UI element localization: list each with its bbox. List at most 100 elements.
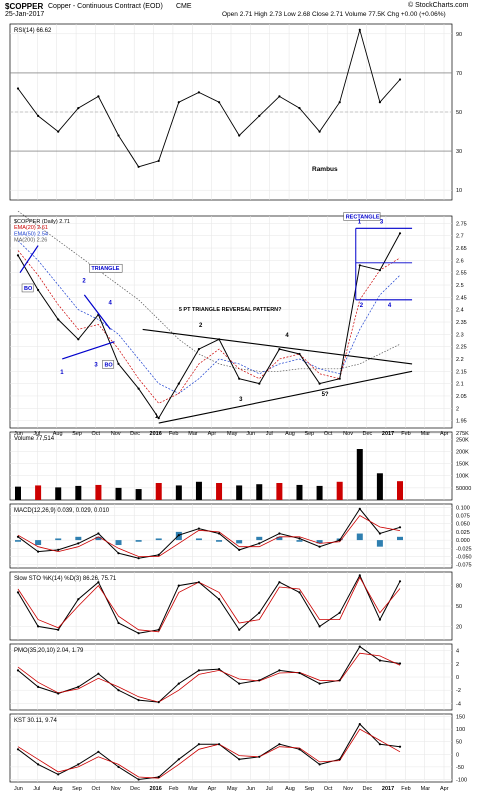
- volume-bar-8: [175, 485, 182, 500]
- kst-tick-label: 50: [456, 740, 462, 746]
- month-label: Nov: [111, 786, 121, 792]
- month-label: Apr: [208, 431, 217, 437]
- volume-tick-label: 275K: [456, 431, 469, 437]
- volume-bar-3: [75, 485, 82, 500]
- sto-point-5: [117, 621, 120, 625]
- price-tick-label: 2.7: [456, 234, 464, 240]
- macd-point-9: [197, 527, 200, 530]
- triangle-upper-trendline: [142, 328, 413, 365]
- price-tick-label: 2.3: [456, 332, 464, 338]
- sto-point-17: [358, 574, 361, 577]
- month-label: Mar: [421, 431, 431, 437]
- pmo-tick-label: -4: [456, 701, 461, 707]
- rsi-point-19: [398, 78, 402, 81]
- month-label: Dec: [130, 786, 140, 792]
- macd-histogram-bar-12: [256, 536, 263, 541]
- price-point-19: [398, 232, 402, 235]
- kst-point-0: [16, 748, 20, 751]
- sto-point-6: [137, 632, 140, 635]
- macd-point-14: [298, 537, 301, 540]
- pmo-point-7: [157, 701, 160, 704]
- sto-point-16: [338, 611, 341, 614]
- month-label: Mar: [188, 786, 198, 792]
- rsi-point-3: [77, 107, 80, 110]
- kst-point-3: [77, 763, 80, 766]
- pmo-point-1: [37, 685, 40, 689]
- price-point-1: [37, 288, 40, 292]
- pmo-point-12: [258, 679, 261, 682]
- rsi-point-5: [117, 134, 120, 137]
- macd-point-5: [117, 552, 120, 555]
- pmo-point-0: [16, 669, 20, 672]
- macd-histogram-bar-4: [95, 536, 102, 541]
- macd-histogram-bar-1: [35, 540, 42, 546]
- macd-histogram-bar-18: [376, 540, 383, 547]
- sto-point-11: [238, 628, 241, 631]
- pmo-tick-label: 2: [456, 662, 459, 668]
- price-point-8: [177, 382, 180, 385]
- volume-tick-label: 100K: [456, 474, 469, 480]
- macd-point-12: [258, 542, 261, 545]
- month-label: May: [227, 431, 238, 437]
- exchange: CME: [176, 3, 192, 10]
- rectangle-point-2: 2: [360, 303, 364, 309]
- price-tick-label: 2.05: [456, 394, 467, 400]
- month-label: Jun: [14, 431, 23, 437]
- pmo-point-8: [177, 682, 180, 685]
- bo-label-2: BO: [104, 362, 113, 368]
- pattern-point-4: 4: [285, 333, 289, 339]
- rsi-point-4: [97, 95, 100, 98]
- price-point-16: [338, 377, 341, 380]
- pmo-point-5: [117, 689, 120, 692]
- month-label: Dec: [363, 431, 373, 437]
- rectangle-point-1: 1: [358, 219, 362, 225]
- kst-point-12: [258, 755, 261, 758]
- month-label: Sep: [72, 786, 82, 792]
- triangle-label: TRIANGLE: [91, 266, 119, 272]
- month-label: Apr: [208, 786, 217, 792]
- volume-label: Volume 77,514: [14, 436, 55, 442]
- kst-point-1: [37, 763, 40, 766]
- pmo-tick-label: 0: [456, 675, 459, 681]
- macd-point-2: [57, 548, 60, 552]
- volume-bar-19: [397, 481, 403, 500]
- ma200-line: [17, 210, 401, 372]
- sto-point-18: [378, 618, 381, 621]
- macd-histogram-bar-0: [15, 540, 21, 542]
- volume-bar-1: [35, 485, 42, 500]
- sto-point-12: [258, 611, 261, 614]
- rsi-tick-label: 90: [456, 32, 462, 38]
- rsi-point-11: [238, 134, 241, 137]
- month-label: Sep: [72, 431, 82, 437]
- sto-label: Slow STO %K(14) %D(3) 86.26, 75.71: [14, 576, 117, 582]
- month-label: Aug: [285, 431, 295, 437]
- month-label: Apr: [440, 786, 449, 792]
- macd-tick-label: 0.100: [456, 505, 470, 511]
- macd-point-10: [218, 532, 221, 535]
- price-tick-label: 2.55: [456, 271, 467, 277]
- kst-point-7: [157, 775, 160, 779]
- price-point-6: [137, 387, 140, 390]
- rsi-point-8: [177, 101, 180, 104]
- volume-bar-13: [276, 483, 283, 500]
- volume-bar-2: [55, 487, 62, 500]
- symbol: $COPPER: [5, 2, 44, 11]
- macd-point-3: [77, 542, 80, 545]
- price-line: [17, 233, 401, 420]
- kst-point-6: [137, 778, 140, 781]
- triangle-label-box: [89, 263, 123, 273]
- price-point-3: [77, 338, 80, 341]
- month-label: Feb: [169, 786, 178, 792]
- price-tick-label: 2.6: [456, 258, 464, 264]
- month-label: Jun: [246, 431, 255, 437]
- month-label: Sep: [304, 786, 314, 792]
- volume-bar-11: [236, 485, 243, 500]
- macd-tick-label: 0.050: [456, 522, 470, 528]
- rectangle-label-box: [343, 212, 381, 221]
- price-legend-1: EMA(20) 2.61: [14, 225, 48, 231]
- volume-bar-5: [115, 487, 122, 500]
- volume-tick-label: 150K: [456, 462, 469, 468]
- price-tick-label: 2.45: [456, 295, 467, 301]
- rectangle-point-4: 4: [388, 303, 392, 309]
- price-point-18: [378, 269, 381, 272]
